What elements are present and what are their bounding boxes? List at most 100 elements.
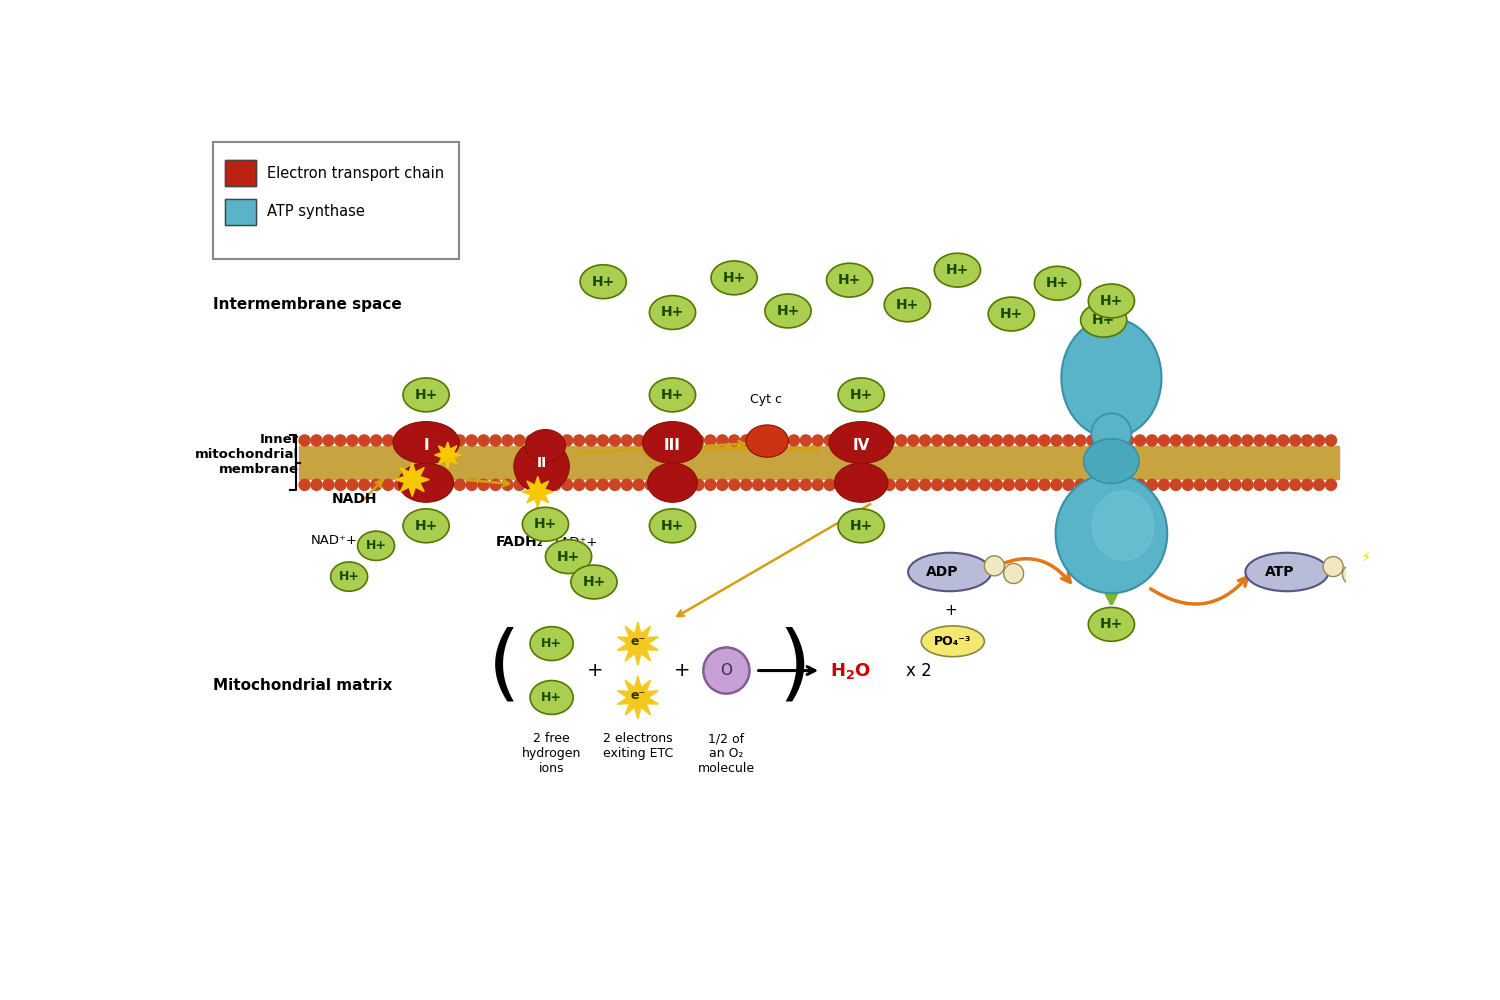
Bar bbox=[225, 199, 256, 225]
Ellipse shape bbox=[650, 296, 696, 329]
Ellipse shape bbox=[650, 509, 696, 543]
Text: H+: H+ bbox=[1046, 276, 1070, 290]
Ellipse shape bbox=[830, 422, 894, 464]
Bar bbox=[225, 160, 256, 186]
Text: ): ) bbox=[778, 626, 810, 707]
Text: H+: H+ bbox=[366, 539, 387, 552]
Circle shape bbox=[526, 479, 537, 490]
Circle shape bbox=[1064, 435, 1074, 446]
Circle shape bbox=[609, 435, 621, 446]
Circle shape bbox=[1004, 479, 1014, 490]
Ellipse shape bbox=[525, 430, 566, 462]
Text: 2 electrons
exiting ETC: 2 electrons exiting ETC bbox=[603, 732, 674, 760]
Ellipse shape bbox=[357, 531, 395, 560]
Circle shape bbox=[382, 479, 393, 490]
Circle shape bbox=[717, 435, 728, 446]
Ellipse shape bbox=[839, 378, 885, 412]
Text: H+: H+ bbox=[777, 304, 800, 318]
Circle shape bbox=[490, 479, 501, 490]
Circle shape bbox=[1218, 479, 1228, 490]
Text: O: O bbox=[720, 663, 732, 678]
Text: +: + bbox=[588, 661, 603, 680]
Circle shape bbox=[621, 435, 633, 446]
Text: e⁻: e⁻ bbox=[630, 635, 645, 648]
Circle shape bbox=[1182, 479, 1194, 490]
Circle shape bbox=[1230, 435, 1240, 446]
Ellipse shape bbox=[522, 507, 568, 541]
Ellipse shape bbox=[642, 422, 702, 464]
Bar bbox=[298, 446, 1338, 479]
Circle shape bbox=[645, 479, 657, 490]
Circle shape bbox=[847, 479, 859, 490]
Ellipse shape bbox=[908, 553, 992, 591]
Circle shape bbox=[789, 479, 800, 490]
Circle shape bbox=[765, 479, 776, 490]
Circle shape bbox=[908, 435, 920, 446]
Ellipse shape bbox=[1056, 474, 1167, 593]
Text: PO₄⁻³: PO₄⁻³ bbox=[934, 635, 972, 648]
Circle shape bbox=[693, 479, 703, 490]
Circle shape bbox=[1146, 479, 1158, 490]
Circle shape bbox=[1362, 557, 1382, 577]
Circle shape bbox=[884, 479, 896, 490]
Circle shape bbox=[454, 435, 465, 446]
Text: FADH₂: FADH₂ bbox=[495, 535, 543, 549]
Circle shape bbox=[705, 479, 716, 490]
Text: I: I bbox=[423, 438, 429, 453]
Ellipse shape bbox=[834, 463, 888, 502]
Ellipse shape bbox=[1089, 607, 1134, 641]
Ellipse shape bbox=[1245, 553, 1329, 591]
Text: H+: H+ bbox=[662, 388, 684, 402]
Ellipse shape bbox=[885, 288, 930, 322]
Circle shape bbox=[633, 435, 645, 446]
Ellipse shape bbox=[530, 681, 573, 714]
Ellipse shape bbox=[404, 509, 448, 543]
Ellipse shape bbox=[580, 265, 627, 299]
Circle shape bbox=[1064, 479, 1074, 490]
Circle shape bbox=[968, 479, 978, 490]
Ellipse shape bbox=[1035, 266, 1080, 300]
Text: H+: H+ bbox=[556, 550, 580, 564]
Ellipse shape bbox=[1089, 284, 1134, 318]
Circle shape bbox=[394, 479, 405, 490]
Ellipse shape bbox=[404, 378, 448, 412]
Circle shape bbox=[884, 435, 896, 446]
Circle shape bbox=[1266, 479, 1276, 490]
Circle shape bbox=[322, 435, 334, 446]
Circle shape bbox=[514, 435, 525, 446]
Circle shape bbox=[1004, 435, 1014, 446]
Circle shape bbox=[1098, 479, 1110, 490]
Circle shape bbox=[322, 479, 334, 490]
Circle shape bbox=[298, 479, 310, 490]
Circle shape bbox=[549, 435, 561, 446]
Circle shape bbox=[1230, 479, 1240, 490]
Circle shape bbox=[729, 435, 740, 446]
Circle shape bbox=[824, 435, 836, 446]
Circle shape bbox=[813, 479, 824, 490]
Circle shape bbox=[1206, 479, 1216, 490]
Circle shape bbox=[346, 479, 358, 490]
Circle shape bbox=[430, 479, 441, 490]
Circle shape bbox=[984, 556, 1005, 576]
Circle shape bbox=[1170, 479, 1182, 490]
Circle shape bbox=[968, 435, 978, 446]
Circle shape bbox=[585, 435, 597, 446]
Circle shape bbox=[1290, 435, 1300, 446]
Circle shape bbox=[836, 479, 848, 490]
Circle shape bbox=[1266, 435, 1276, 446]
Text: ATP: ATP bbox=[1264, 565, 1294, 579]
Circle shape bbox=[729, 479, 740, 490]
Circle shape bbox=[1016, 435, 1026, 446]
Circle shape bbox=[1302, 479, 1312, 490]
Circle shape bbox=[932, 435, 942, 446]
Circle shape bbox=[1088, 479, 1098, 490]
Circle shape bbox=[310, 435, 322, 446]
Bar bbox=[225, 199, 256, 225]
Circle shape bbox=[370, 479, 381, 490]
Circle shape bbox=[1242, 435, 1252, 446]
Circle shape bbox=[1314, 435, 1324, 446]
Circle shape bbox=[419, 435, 429, 446]
Circle shape bbox=[944, 479, 954, 490]
Circle shape bbox=[1004, 564, 1023, 584]
Circle shape bbox=[503, 435, 513, 446]
